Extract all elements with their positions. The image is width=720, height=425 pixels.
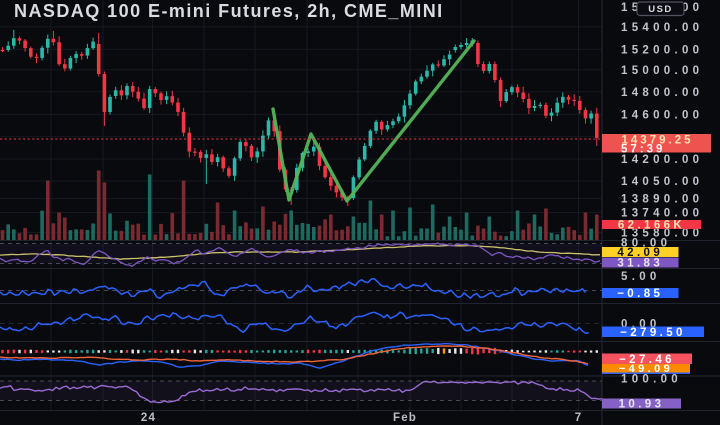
svg-text:14200.00: 14200.00 — [621, 154, 703, 166]
svg-text:15400.00: 15400.00 — [621, 22, 703, 34]
svg-text:7: 7 — [575, 412, 583, 424]
svg-text:−27.46: −27.46 — [619, 354, 675, 366]
svg-text:62.166K: 62.166K — [618, 220, 685, 232]
svg-text:−0.85: −0.85 — [617, 288, 663, 300]
svg-text:14600.00: 14600.00 — [621, 110, 703, 122]
svg-text:24: 24 — [141, 412, 156, 424]
svg-text:NASDAQ 100 E-mini Futures, 2h,: NASDAQ 100 E-mini Futures, 2h, CME_MINI — [14, 1, 444, 21]
svg-text:13890.00: 13890.00 — [621, 194, 703, 206]
svg-text:14050.00: 14050.00 — [621, 176, 703, 188]
svg-text:57:39: 57:39 — [621, 143, 665, 155]
svg-text:Feb: Feb — [393, 412, 417, 424]
svg-text:5.00: 5.00 — [621, 271, 661, 283]
svg-text:15000.00: 15000.00 — [621, 65, 703, 77]
svg-text:13580.00: 13580.00 — [621, 228, 703, 240]
svg-text:42.09: 42.09 — [617, 247, 663, 259]
svg-text:31.83: 31.83 — [617, 258, 663, 270]
svg-text:80.00: 80.00 — [621, 238, 671, 250]
svg-text:13740.00: 13740.00 — [621, 208, 703, 220]
svg-text:USD: USD — [648, 4, 673, 15]
svg-text:100.00: 100.00 — [621, 373, 682, 385]
svg-text:−279.50: −279.50 — [620, 327, 686, 339]
svg-text:10.93: 10.93 — [619, 399, 665, 411]
svg-text:14800.00: 14800.00 — [621, 87, 703, 99]
svg-text:−49.09: −49.09 — [619, 363, 673, 375]
svg-text:15200.00: 15200.00 — [621, 45, 703, 57]
svg-text:14379.25: 14379.25 — [622, 134, 694, 146]
